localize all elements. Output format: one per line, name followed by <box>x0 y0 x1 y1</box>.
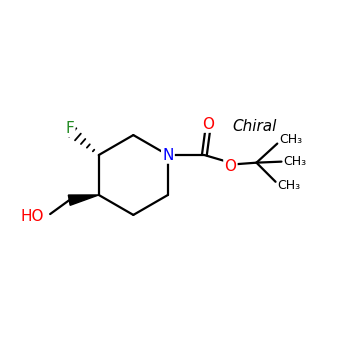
Text: CH₃: CH₃ <box>278 180 301 193</box>
Text: O: O <box>224 159 236 174</box>
Text: HO: HO <box>20 209 44 224</box>
Polygon shape <box>68 195 99 205</box>
Text: F: F <box>65 121 74 136</box>
Text: CH₃: CH₃ <box>279 133 302 146</box>
Text: O: O <box>202 117 214 132</box>
Text: N: N <box>162 148 174 162</box>
Text: Chiral: Chiral <box>233 119 277 134</box>
Text: CH₃: CH₃ <box>284 155 307 168</box>
